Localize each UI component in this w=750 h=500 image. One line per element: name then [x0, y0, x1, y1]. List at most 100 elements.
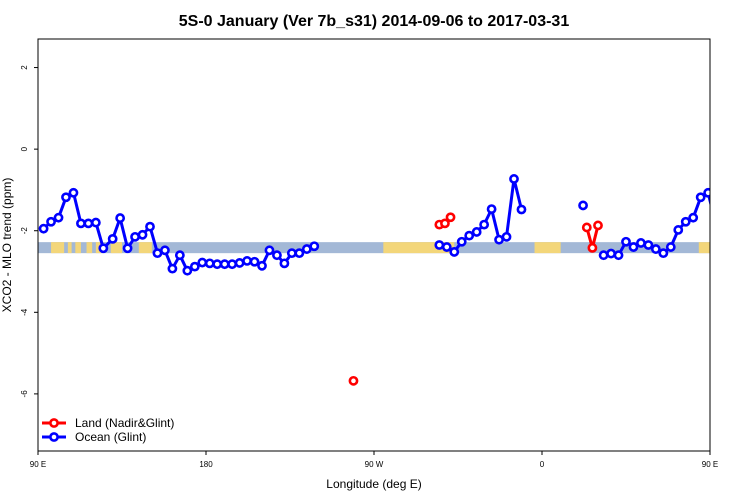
data-point	[264, 245, 275, 256]
data-point	[115, 213, 126, 223]
data-point	[145, 221, 155, 232]
data-point	[598, 250, 609, 261]
data-point	[107, 233, 118, 244]
data-point	[578, 200, 588, 211]
data-point	[90, 217, 101, 228]
data-point	[122, 243, 133, 254]
data-point	[688, 212, 699, 223]
data-point	[286, 248, 297, 259]
data-point	[695, 192, 706, 203]
data-point	[680, 216, 691, 227]
data-point	[479, 219, 490, 230]
x-tick-label: 0	[540, 460, 545, 469]
data-point	[197, 257, 208, 268]
data-point	[348, 375, 359, 386]
land-band	[383, 242, 455, 254]
data-point	[434, 240, 445, 250]
data-point	[160, 245, 170, 256]
data-point	[628, 242, 639, 252]
x-tick-label: 90 E	[702, 460, 718, 469]
data-point	[494, 234, 504, 245]
data-point	[167, 263, 178, 274]
data-point	[204, 258, 215, 269]
y-axis: 2 0 -2 -4 -6	[20, 65, 38, 398]
data-point	[449, 247, 460, 257]
land-band	[138, 242, 152, 254]
data-point	[189, 261, 200, 272]
data-point	[46, 216, 56, 227]
data-point	[98, 243, 109, 254]
data-point	[445, 212, 456, 223]
data-point	[219, 259, 230, 270]
data-point	[665, 242, 676, 252]
land-band	[110, 242, 122, 254]
data-point	[471, 227, 482, 237]
land-band	[534, 242, 561, 254]
x-tick-label: 90 W	[365, 460, 384, 469]
data-point	[76, 218, 86, 229]
legend-label: Land (Nadir&Glint)	[75, 416, 174, 430]
data-point	[272, 250, 282, 261]
data-coverage-band	[38, 242, 710, 254]
data-point	[279, 258, 290, 269]
x-axis-label: Longitude (deg E)	[326, 477, 421, 491]
data-point	[703, 187, 710, 198]
land-band	[51, 242, 65, 254]
data-point	[593, 220, 603, 231]
data-point	[501, 231, 512, 242]
data-point	[83, 218, 94, 229]
data-point	[486, 204, 497, 215]
data-point	[441, 242, 452, 252]
legend-label: Ocean (Glint)	[75, 430, 146, 444]
data-point	[309, 241, 320, 252]
ocean-band	[38, 242, 710, 254]
x-axis: 90 E 180 90 W 0 90 E	[30, 451, 718, 469]
y-tick-label: -6	[20, 390, 29, 398]
data-point	[249, 256, 260, 267]
land-band	[86, 242, 93, 254]
y-axis-label: XCO2 - MLO trend (ppm)	[0, 178, 14, 313]
data-point	[587, 242, 598, 253]
data-point	[174, 250, 185, 261]
data-point	[242, 256, 252, 266]
chart-title: 5S-0 January (Ver 7b_s31) 2014-09-06 to …	[179, 13, 570, 30]
data-point	[53, 212, 64, 223]
series-ocean-glint-	[38, 174, 710, 276]
data-point	[294, 248, 305, 259]
data-point	[130, 231, 140, 242]
data-point	[581, 222, 592, 233]
data-point	[613, 250, 624, 261]
data-point	[61, 192, 71, 203]
data-point	[464, 230, 475, 241]
data-point	[673, 225, 684, 235]
data-point	[68, 187, 79, 198]
data-point	[636, 238, 646, 248]
data-point	[257, 260, 267, 271]
legend-swatch-marker	[49, 432, 59, 442]
data-point	[212, 259, 223, 270]
y-tick-label: 2	[20, 65, 29, 70]
legend-swatch-marker	[49, 418, 59, 428]
land-band	[75, 242, 81, 254]
land-band	[67, 242, 72, 254]
data-point	[643, 240, 654, 250]
data-point	[621, 236, 631, 247]
data-point	[440, 218, 450, 229]
data-point	[137, 229, 148, 240]
data-point	[650, 244, 661, 254]
data-point	[182, 265, 193, 276]
series-layer	[38, 174, 710, 386]
data-point	[227, 259, 238, 270]
x-tick-label: 180	[199, 460, 213, 469]
x-tick-label: 90 E	[30, 460, 46, 469]
land-band	[698, 242, 710, 254]
data-point	[516, 204, 527, 215]
data-point	[509, 174, 519, 184]
y-tick-label: -4	[20, 308, 29, 316]
data-point	[152, 248, 163, 259]
data-point	[38, 223, 49, 234]
data-point	[456, 236, 467, 247]
series-land-nadir-glint-	[348, 212, 603, 386]
data-point	[658, 248, 669, 259]
y-tick-label: -2	[20, 227, 29, 235]
